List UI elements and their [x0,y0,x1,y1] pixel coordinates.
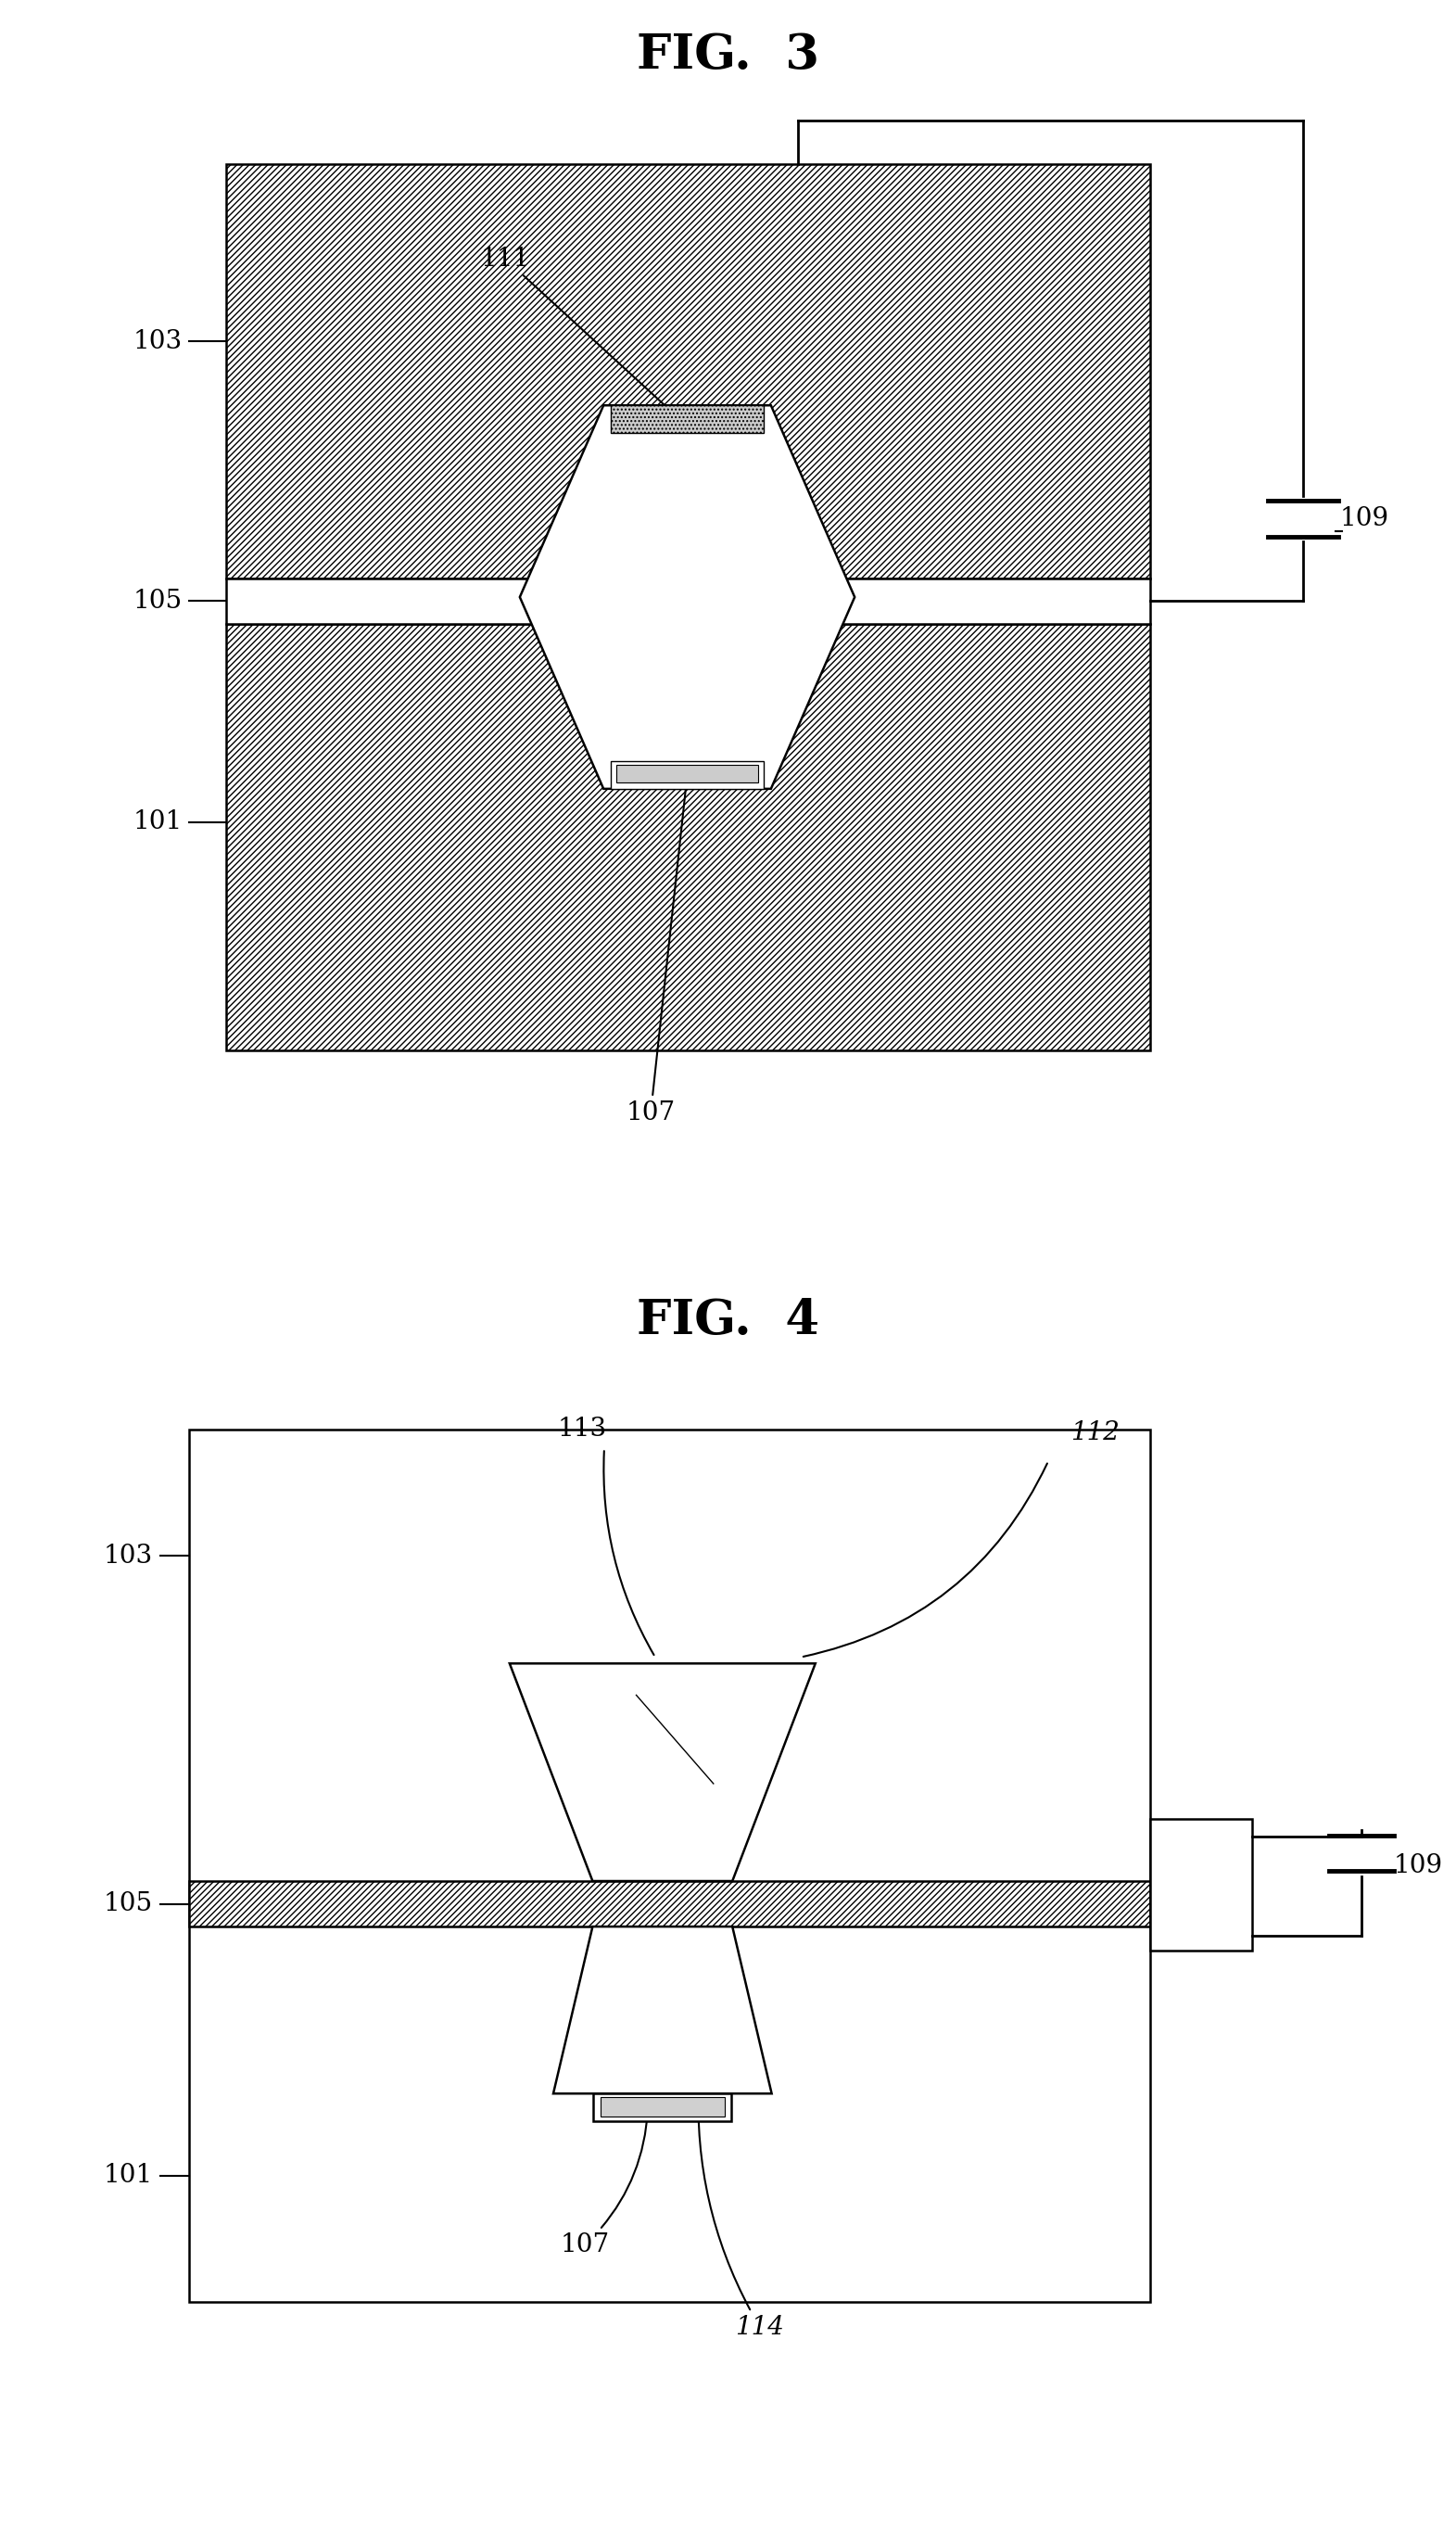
Text: 107: 107 [626,777,687,1126]
Polygon shape [520,405,855,789]
Bar [189,1882,1150,1928]
Text: 107: 107 [561,2110,648,2257]
Text: 103: 103 [132,329,182,354]
Text: 101: 101 [132,810,182,835]
Bar [226,579,1150,622]
Text: 109: 109 [1393,1854,1443,1877]
Polygon shape [226,164,1150,579]
Bar [610,405,763,433]
Bar [594,2095,731,2120]
Polygon shape [510,1665,815,1882]
Text: 112: 112 [1070,1419,1120,1445]
Bar [610,762,763,789]
Text: 101: 101 [103,2163,153,2188]
Text: FIG.  4: FIG. 4 [636,1295,820,1343]
Bar [616,764,757,782]
Text: 109: 109 [1340,506,1389,531]
Bar [600,2097,724,2115]
Text: FIG.  3: FIG. 3 [636,33,820,78]
Text: 105: 105 [132,589,182,612]
Text: 114: 114 [699,2085,785,2340]
Bar [189,1429,1150,2302]
Bar [1150,1819,1252,1951]
Polygon shape [553,1928,772,2095]
Text: 113: 113 [558,1417,607,1442]
Polygon shape [226,622,1150,1050]
Text: 105: 105 [103,1892,153,1915]
Text: 111: 111 [480,245,678,417]
Text: 103: 103 [103,1543,153,1569]
